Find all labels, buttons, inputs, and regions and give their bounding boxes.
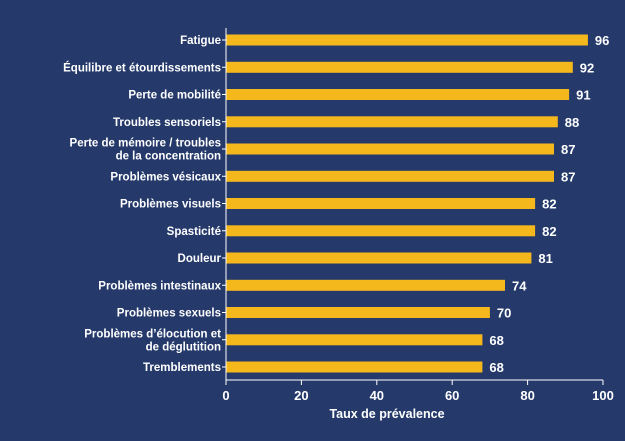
- category-label: Problèmes sexuels: [117, 308, 221, 320]
- category-label: Équilibre et étourdissements: [63, 61, 221, 74]
- bar: [226, 89, 570, 100]
- category-label: Problèmes intestinaux: [98, 280, 221, 292]
- bar-value-label: 96: [595, 33, 609, 48]
- category-label: Tremblements: [143, 362, 221, 374]
- bar-value-label: 81: [538, 251, 552, 266]
- category-label-line: Tremblements: [143, 362, 221, 374]
- category-label: Problèmes d’élocution et de déglutition: [84, 328, 221, 353]
- bar: [226, 307, 490, 318]
- bar: [226, 334, 483, 346]
- bar: [226, 170, 554, 182]
- bar-value-label: 70: [497, 306, 511, 321]
- x-tick-label: 20: [294, 388, 308, 403]
- x-tick-label: 100: [592, 388, 614, 403]
- bar: [226, 252, 532, 264]
- category-label-line: Spasticité: [167, 226, 221, 238]
- bar-value-label: 74: [512, 278, 527, 293]
- category-label-line: de la concentration: [116, 151, 221, 163]
- category-label: Problèmes vésicaux: [110, 171, 221, 183]
- category-label: Troubles sensoriels: [113, 117, 221, 129]
- bar: [226, 279, 505, 291]
- x-tick-label: 0: [222, 388, 229, 403]
- category-label-line: Perte de mémoire / troubles: [70, 138, 221, 150]
- bar-value-label: 88: [565, 115, 579, 130]
- x-axis: 0 20 40 60 80 100: [222, 28, 614, 403]
- bar-value-label: 87: [561, 142, 575, 157]
- category-label-line: Douleur: [178, 253, 222, 265]
- category-label-line: Problèmes visuels: [120, 199, 221, 211]
- bar-value-label: 68: [489, 360, 503, 375]
- category-label-line: Fatigue: [180, 35, 221, 47]
- category-label: Problèmes visuels: [120, 199, 221, 211]
- bars-group: [226, 34, 588, 373]
- x-tick-label: 40: [370, 388, 384, 403]
- x-tick-label: 80: [520, 388, 534, 403]
- category-label-line: Problèmes sexuels: [117, 308, 221, 320]
- category-label: Douleur: [178, 253, 222, 265]
- bar: [226, 116, 558, 128]
- bar-value-label: 92: [580, 60, 594, 75]
- x-axis-label: Taux de prévalence: [329, 407, 444, 421]
- category-label-line: Troubles sensoriels: [113, 117, 221, 129]
- bar: [226, 198, 536, 209]
- category-label-line: de déglutition: [146, 341, 221, 353]
- category-label-line: Problèmes d’élocution et: [84, 328, 221, 340]
- x-tick-label: 60: [445, 388, 459, 403]
- bar-value-label: 87: [561, 169, 575, 184]
- category-label-line: Perte de mobilité: [128, 90, 221, 102]
- category-label: Perte de mémoire / troubles de la concent…: [70, 138, 221, 163]
- bar: [226, 61, 573, 73]
- category-label: Perte de mobilité: [128, 90, 221, 102]
- bar-value-label: 82: [542, 224, 556, 239]
- bar-value-label: 91: [576, 88, 590, 103]
- bar: [226, 34, 588, 46]
- category-label: Spasticité: [167, 226, 221, 238]
- bar: [226, 225, 536, 237]
- category-label-line: Problèmes vésicaux: [110, 171, 221, 183]
- category-label: Fatigue: [180, 35, 221, 47]
- bar: [226, 143, 554, 155]
- bar-value-label: 68: [489, 333, 503, 348]
- bar: [226, 361, 483, 373]
- category-label-line: Équilibre et étourdissements: [63, 61, 221, 74]
- category-label-line: Problèmes intestinaux: [98, 280, 221, 292]
- category-labels: Fatigue Équilibre et étourdissements Perte…: [63, 35, 221, 374]
- bar-value-label: 82: [542, 197, 556, 212]
